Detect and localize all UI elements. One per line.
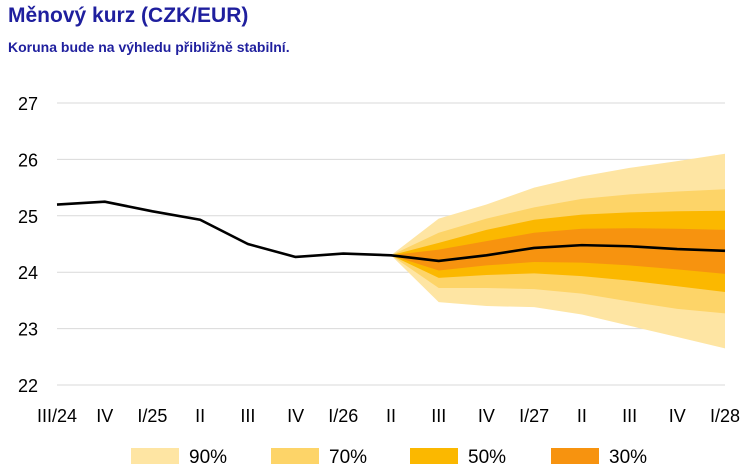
y-tick-label: 24	[18, 263, 38, 283]
x-tick-label: IV	[96, 406, 113, 426]
y-tick-label: 23	[18, 320, 38, 340]
x-axis-ticks: III/24 IV I/25 II III IV I/26 II III IV I/27 II III I…	[37, 406, 740, 426]
x-tick-label: III	[622, 406, 637, 426]
x-tick-label: I/27	[519, 406, 549, 426]
legend-label: 70%	[329, 447, 367, 468]
chart-subtitle: Koruna bude na výhledu přibližně stabiln…	[8, 39, 290, 55]
x-tick-label: IV	[669, 406, 686, 426]
x-tick-label: II	[577, 406, 587, 426]
y-tick-label: 25	[18, 207, 38, 227]
x-tick-label: I/28	[710, 406, 740, 426]
legend-label: 90%	[189, 447, 227, 468]
legend-swatch	[410, 448, 458, 464]
legend-label: 30%	[609, 447, 647, 468]
y-tick-label: 27	[18, 94, 38, 114]
x-tick-label: III	[431, 406, 446, 426]
legend-label: 50%	[468, 447, 506, 468]
series-lines	[56, 200, 726, 263]
legend-item: 50%	[410, 447, 506, 468]
x-tick-label: I/26	[328, 406, 358, 426]
x-tick-label: I/25	[137, 406, 167, 426]
legend-item: 90%	[131, 447, 227, 468]
x-tick-label: II	[195, 406, 205, 426]
legend: 90% 70% 50% 30%	[131, 447, 647, 468]
x-tick-label: IV	[478, 406, 495, 426]
x-tick-label: III	[240, 406, 255, 426]
y-tick-label: 26	[18, 150, 38, 170]
fan-bands	[391, 153, 725, 349]
y-tick-label: 22	[18, 376, 38, 396]
legend-item: 30%	[551, 447, 647, 468]
x-tick-label: II	[386, 406, 396, 426]
series-line-0	[56, 200, 726, 263]
chart-title: Měnový kurz (CZK/EUR)	[8, 4, 249, 27]
y-axis-ticks: 22 23 24 25 26 27	[18, 94, 38, 396]
x-tick-label: IV	[287, 406, 304, 426]
legend-swatch	[131, 448, 179, 464]
legend-swatch	[271, 448, 319, 464]
fan-band-3	[391, 228, 725, 274]
legend-item: 70%	[271, 447, 367, 468]
x-tick-label: III/24	[37, 406, 77, 426]
legend-swatch	[551, 448, 599, 464]
